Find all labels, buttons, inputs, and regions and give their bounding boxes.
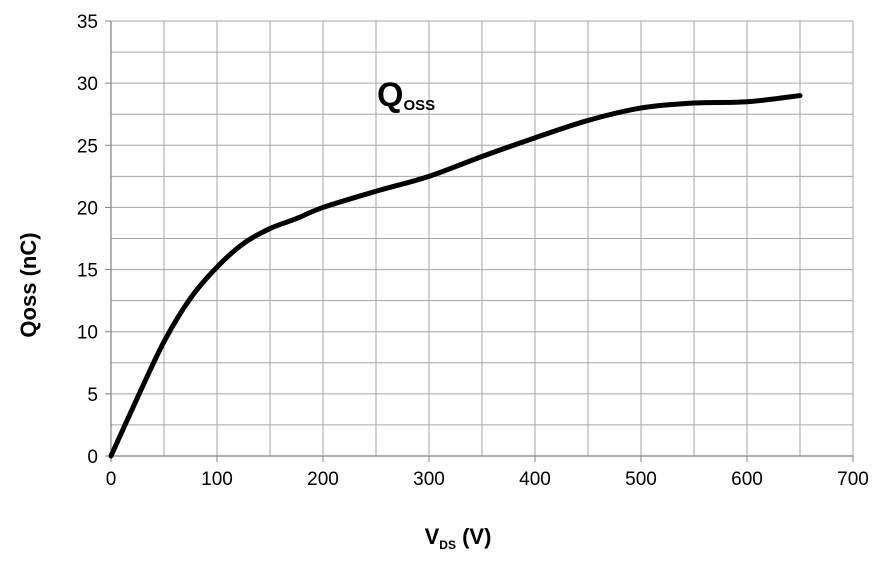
x-tick-label: 500	[625, 469, 657, 490]
x-tick-label: 0	[106, 469, 117, 490]
axes	[105, 20, 854, 462]
x-axis-title-sub: DS	[439, 538, 456, 552]
grid	[110, 20, 854, 457]
x-axis-title-unit: (V)	[456, 524, 491, 549]
y-tick-label: 5	[87, 385, 98, 406]
y-axis-title: Qoss (nC)	[16, 232, 41, 337]
series-annotation: QOSS	[377, 76, 435, 114]
y-tick-label: 25	[77, 136, 98, 157]
annotation-sub: OSS	[403, 97, 435, 114]
x-tick-labels: 0 100 200 300 400 500 600 700	[106, 469, 869, 490]
x-tick-label: 200	[307, 469, 339, 490]
y-tick-label: 15	[77, 261, 98, 282]
annotation-main: Q	[377, 76, 403, 114]
series-line-qoss	[108, 93, 803, 459]
x-tick-label: 700	[837, 469, 869, 490]
y-tick-label: 10	[77, 323, 98, 344]
x-tick-label: 400	[519, 469, 551, 490]
y-tick-label: 30	[77, 74, 98, 95]
y-tick-labels: 0 5 10 15 20 25 30 35	[77, 12, 98, 468]
x-tick-label: 600	[731, 469, 763, 490]
y-tick-label: 35	[77, 12, 98, 33]
x-tick-label: 100	[201, 469, 233, 490]
y-tick-label: 20	[77, 198, 98, 219]
x-tick-label: 300	[413, 469, 445, 490]
x-axis-title: VDS (V)	[425, 524, 492, 552]
y-tick-label: 0	[87, 447, 98, 468]
x-axis-title-main: V	[425, 524, 440, 549]
